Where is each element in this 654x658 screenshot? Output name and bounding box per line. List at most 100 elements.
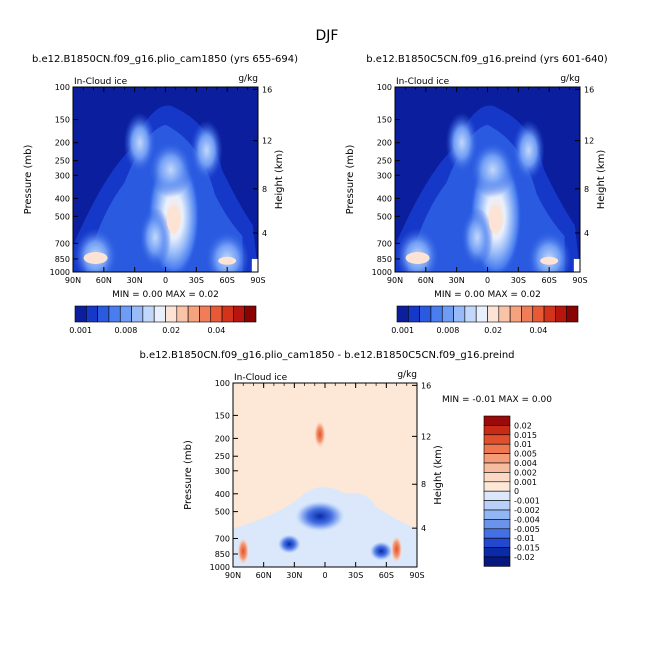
xtick-label: 30N xyxy=(127,276,143,285)
colorbar-label: 0.004 xyxy=(514,459,537,468)
ylabel-right: Height (km) xyxy=(433,445,444,505)
colorbar-swatch xyxy=(483,443,511,454)
field-feature-core xyxy=(540,256,559,265)
field-feature xyxy=(313,420,326,449)
colorbar-label: 0.002 xyxy=(514,468,537,477)
colorbar-swatch xyxy=(153,305,166,323)
ytick-label: 200 xyxy=(55,139,70,148)
ytick-label: 100 xyxy=(215,379,230,388)
colorbar-swatch xyxy=(97,305,110,323)
colorbar-swatch xyxy=(210,305,223,323)
colorbar-label: 0.01 xyxy=(514,440,532,449)
colorbar-swatch xyxy=(483,481,511,492)
field-feature xyxy=(512,120,545,181)
ytick-label: 250 xyxy=(377,157,392,166)
colorbar-swatch xyxy=(487,305,500,323)
ytick-label: 250 xyxy=(55,157,70,166)
colorbar-label: 0 xyxy=(514,487,519,496)
xtick-label: 0 xyxy=(322,571,327,580)
colorbar-swatch xyxy=(142,305,155,323)
field-feature xyxy=(73,228,118,272)
field-feature-core xyxy=(405,251,430,264)
field-feature xyxy=(148,141,193,198)
colorbar-swatch xyxy=(187,305,200,323)
ytick-label: 300 xyxy=(215,467,230,476)
colorbar-swatch xyxy=(419,305,432,323)
xtick-label: 60N xyxy=(418,276,434,285)
colorbar-swatch xyxy=(566,305,579,323)
ytick-label: 200 xyxy=(215,434,230,443)
field-feature xyxy=(237,537,250,566)
field-feature xyxy=(445,112,478,173)
xtick-label: 60N xyxy=(96,276,112,285)
figure-title: DJF xyxy=(316,28,339,44)
colorbar-p1: 0.001 0.008 0.02 0.04 xyxy=(69,305,257,335)
ylabel-right: Height (km) xyxy=(596,150,607,210)
field-feature xyxy=(277,534,302,555)
colorbar-label: 0.02 xyxy=(162,326,180,335)
ytick-right-label: 12 xyxy=(584,137,594,146)
colorbar-label: -0.015 xyxy=(514,544,540,553)
ytick-label: 850 xyxy=(55,255,70,264)
colorbar-label: 0.008 xyxy=(114,326,137,335)
xtick-label: 30N xyxy=(286,571,302,580)
colorbar-label: -0.001 xyxy=(514,497,540,506)
colorbar-swatch xyxy=(244,305,257,323)
colorbar-label: 0.04 xyxy=(208,326,226,335)
xtick-label: 60S xyxy=(220,276,235,285)
xtick-label: 90N xyxy=(387,276,403,285)
ytick-label: 850 xyxy=(377,255,392,264)
ytick-right-label: 8 xyxy=(421,480,426,489)
xtick-label: 60S xyxy=(542,276,557,285)
xtick-label: 30S xyxy=(348,571,363,580)
xtick-label: 0 xyxy=(485,276,490,285)
plot-frame xyxy=(72,86,259,273)
colorbar-swatch xyxy=(483,472,511,483)
ytick-label: 850 xyxy=(215,550,230,559)
ytick-label: 150 xyxy=(377,116,392,125)
ytick-label: 1000 xyxy=(372,268,392,277)
xtick-label: 30S xyxy=(189,276,204,285)
ytick-label: 700 xyxy=(377,239,392,248)
field-label: In-Cloud ice xyxy=(74,77,128,87)
ytick-label: 150 xyxy=(215,411,230,420)
field-feature xyxy=(139,207,172,268)
colorbar-label: 0.02 xyxy=(514,421,532,430)
colorbar-swatch xyxy=(483,462,511,473)
field-layer xyxy=(395,87,580,272)
colorbar-swatch xyxy=(233,305,245,323)
ytick-label: 400 xyxy=(55,194,70,203)
colorbar-label: 0.008 xyxy=(436,326,459,335)
colorbar-label: -0.004 xyxy=(514,515,540,524)
ytick-right-label: 4 xyxy=(262,229,267,238)
panel-diff: 100 150 200 250 300 400 500 700 850 1000 16 12 8 4 90N… xyxy=(139,350,552,580)
panel-title: b.e12.B1850C5CN.f09_g16.preind (yrs 601-… xyxy=(366,54,608,65)
xtick-label: 90S xyxy=(250,276,265,285)
colorbar-swatch xyxy=(532,305,545,323)
ytick-label: 300 xyxy=(55,171,70,180)
colorbar-label: -0.002 xyxy=(514,506,540,515)
field-feature xyxy=(390,535,403,564)
colorbar-p2: 0.001 0.008 0.02 0.04 xyxy=(391,305,579,335)
field-feature-core xyxy=(166,205,181,234)
colorbar-swatch xyxy=(483,537,511,548)
ytick-label: 400 xyxy=(215,490,230,499)
field-feature xyxy=(395,228,440,272)
field-feature xyxy=(123,112,156,173)
colorbar-swatch xyxy=(483,415,511,426)
ytick-label: 1000 xyxy=(50,268,70,277)
plot-frame xyxy=(232,382,418,568)
colorbar-swatch xyxy=(396,305,409,323)
panel-p2: 100 150 200 250 300 400 500 700 850 1000 16 12 8 4 90N… xyxy=(345,54,608,300)
colorbar-label: 0.02 xyxy=(484,326,502,335)
colorbar-label: -0.02 xyxy=(514,553,535,562)
xtick-label: 90S xyxy=(409,571,424,580)
units-label: g/kg xyxy=(238,74,258,84)
colorbar-label: 0.001 xyxy=(69,326,92,335)
colorbar-swatch xyxy=(199,305,212,323)
xtick-label: 30N xyxy=(449,276,465,285)
ytick-label: 500 xyxy=(377,212,392,221)
missing-data xyxy=(573,258,580,272)
colorbar-swatch xyxy=(408,305,420,323)
ytick-right-label: 16 xyxy=(584,85,594,94)
